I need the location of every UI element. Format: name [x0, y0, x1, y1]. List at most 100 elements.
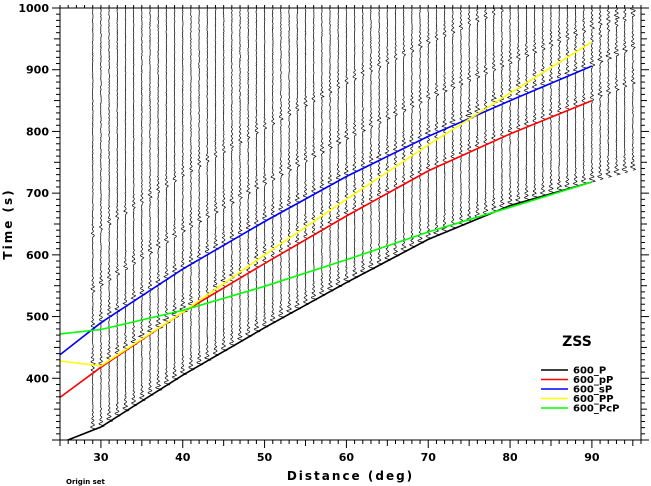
seismogram-trace [441, 8, 449, 233]
seismogram-trace [245, 8, 253, 338]
legend-label: 600_sP [573, 385, 612, 396]
seismogram-trace [204, 8, 212, 362]
origin-footnote: Origin set [66, 478, 106, 486]
x-axis-ticks: 30 40 50 60 70 80 90 [59, 5, 642, 464]
y-tick-label: 700 [26, 187, 49, 200]
seismogram-trace [629, 8, 637, 171]
travel-time-curves [60, 41, 593, 440]
seismogram-trace [114, 8, 121, 418]
y-tick-label: 400 [26, 372, 49, 385]
y-tick-label: 500 [26, 311, 49, 324]
seismogram-trace [367, 8, 376, 271]
x-tick-label: 70 [421, 451, 437, 464]
seismogram-trace [130, 8, 138, 407]
y-tick-label: 900 [26, 64, 49, 77]
series-line-600_PP [60, 41, 593, 367]
seismogram-trace [171, 8, 180, 381]
seismogram-trace [458, 8, 466, 227]
seismogram-trace [613, 8, 622, 176]
seismogram-trace [228, 8, 236, 348]
seismogram-trace [465, 8, 474, 223]
seismogram-trace [262, 8, 269, 329]
seismogram-trace [408, 8, 416, 249]
legend-label: 600_PcP [573, 404, 619, 415]
legend-label: 600_PP [573, 394, 614, 405]
seismogram-trace [491, 8, 498, 213]
seismogram-trace [384, 8, 391, 262]
seismogram-trace [196, 8, 204, 367]
y-tick-label: 600 [26, 249, 49, 262]
seismogram-trace [105, 8, 114, 423]
seismogram-trace [449, 8, 458, 230]
seismogram-trace [220, 8, 228, 352]
seismogram-trace [597, 8, 604, 181]
legend-label: 600_pP [573, 375, 613, 386]
seismogram-trace [352, 8, 359, 279]
x-tick-label: 60 [339, 451, 355, 464]
seismogram-trace [122, 8, 130, 412]
seismogram-trace [98, 8, 105, 428]
seismogram-trace [343, 8, 351, 283]
legend-label: 600_P [573, 366, 606, 377]
x-tick-label: 30 [93, 451, 109, 464]
y-tick-label: 1000 [18, 2, 49, 15]
seismogram-trace [375, 8, 383, 266]
seismogram-trace [605, 8, 613, 178]
seismogram-trace [90, 8, 98, 431]
seismogram-trace [187, 8, 195, 371]
seismogram-trace [155, 8, 164, 392]
seismogram-trace [433, 8, 441, 237]
seismogram-trace [318, 8, 326, 297]
seismogram-trace [515, 8, 523, 204]
seismogram-trace [506, 8, 515, 206]
seismogram-trace [179, 8, 189, 376]
seismogram-trace [302, 8, 310, 306]
seismogram-trace [360, 8, 367, 275]
seismogram-trace [269, 8, 277, 324]
seismogram-traces [90, 8, 637, 431]
seismogram-trace [531, 8, 539, 199]
series-line-600_pP [60, 99, 593, 399]
seismogram-trace [392, 8, 400, 258]
seismogram-trace [572, 8, 580, 188]
seismogram-trace [137, 8, 146, 402]
series-line-600_P [65, 181, 593, 440]
seismogram-trace [499, 8, 506, 210]
seismogram-trace [580, 8, 588, 185]
seismogram-trace [424, 8, 432, 240]
seismogram-trace [237, 8, 244, 343]
seismogram-trace [547, 8, 555, 195]
plot-frame [59, 7, 642, 441]
station-label: ZSS [562, 334, 592, 350]
seismogram-trace [310, 8, 318, 301]
x-tick-label: 80 [502, 451, 518, 464]
seismogram-trace [588, 8, 596, 183]
y-tick-label: 800 [26, 125, 49, 138]
seismogram-trace [253, 8, 261, 333]
x-tick-label: 40 [175, 451, 191, 464]
seismogram-trace [540, 8, 547, 197]
seismogram-trace [417, 8, 425, 245]
seismogram-trace [523, 8, 531, 202]
seismogram-trace [400, 8, 408, 253]
y-axis-title: Time (s) [1, 188, 15, 259]
seismogram-trace [563, 8, 571, 190]
seismogram-trace [294, 8, 302, 311]
seismogram-trace [278, 8, 285, 320]
seismogram-trace [286, 8, 294, 315]
y-axis-ticks: 400 500 600 700 800 900 1000 [18, 2, 649, 441]
seismogram-trace [621, 8, 629, 174]
seismogram-trace [326, 8, 334, 292]
seismogram-trace [212, 8, 220, 357]
x-tick-label: 50 [257, 451, 273, 464]
seismogram-trace [556, 8, 564, 192]
seismogram-trace [162, 8, 171, 386]
seismogram-trace [147, 8, 155, 397]
x-axis-title: Distance (deg) [287, 469, 414, 483]
seismogram-trace [335, 8, 343, 288]
x-tick-label: 90 [584, 451, 600, 464]
series-line-600_sP [60, 65, 593, 356]
series-line-600_PcP [60, 181, 593, 335]
